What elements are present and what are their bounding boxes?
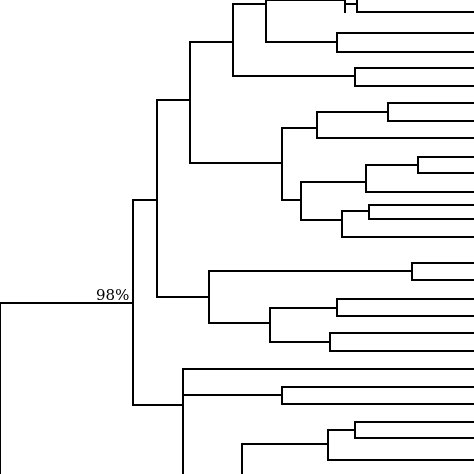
internal-node-upper-a1 [189,3,234,77]
root-branch [0,302,134,474]
internal-node-upper-b2a [300,164,367,193]
internal-node-upper-b [189,127,283,201]
internal-node-middle-a [208,262,413,281]
internal-node-upper-a [156,41,191,164]
internal-node-lower-b [241,429,329,461]
internal-node-middle-b [208,307,271,343]
internal-node-upper-b2 [281,181,302,221]
internal-node-middle [156,270,210,324]
internal-node-upper-a1a [232,0,267,43]
internal-node-upper [132,99,158,298]
internal-node-upper-b1 [281,111,318,139]
internal-node-lower-b1a [327,421,356,439]
internal-node-upper-b2b [300,210,343,238]
internal-node-lower-a [182,386,283,405]
internal-node-upper-a1b [265,32,338,53]
internal-node-middle-b2 [269,332,331,352]
internal-node-upper-b1a [316,102,389,122]
internal-node-top [265,0,358,13]
internal-node-upper-a2 [232,67,356,87]
internal-node-upper-b2b1 [341,204,370,220]
internal-node-middle-b1 [269,298,338,317]
support-label: 98% [96,286,129,304]
internal-node-lower [132,368,184,474]
internal-node-upper-b2a1 [365,156,419,174]
